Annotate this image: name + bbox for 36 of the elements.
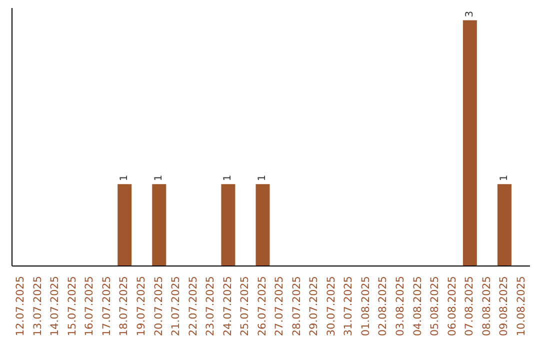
x-tick-label: 31.07.2025 (342, 276, 355, 336)
x-tick-label: 05.08.2025 (429, 276, 442, 336)
x-tick-label: 15.07.2025 (66, 276, 78, 336)
x-tick-label: 21.07.2025 (170, 276, 182, 336)
x-tick-label: 13.07.2025 (32, 276, 44, 336)
x-tick-label: 18.07.2025 (118, 276, 130, 336)
x-tick-label: 07.08.2025 (464, 276, 476, 336)
x-tick-label: 03.08.2025 (394, 276, 406, 336)
data-label: 3 (464, 10, 476, 18)
data-label: 1 (222, 174, 234, 182)
x-tick-label: 27.07.2025 (274, 276, 286, 336)
x-tick-label: 12.07.2025 (14, 276, 27, 336)
x-tick-label: 10.08.2025 (515, 276, 528, 336)
data-label: 1 (257, 174, 268, 182)
x-tick-label: 14.07.2025 (49, 276, 62, 336)
x-tick-label: 08.08.2025 (480, 276, 493, 336)
x-tick-label: 23.07.2025 (204, 276, 217, 336)
x-tick-label: 22.07.2025 (187, 276, 200, 336)
x-tick-label: 01.08.2025 (360, 276, 372, 336)
x-tick-label: 29.07.2025 (308, 276, 320, 336)
x-tick-label: 17.07.2025 (100, 276, 113, 336)
data-label: 1 (119, 174, 130, 182)
data-label: 1 (498, 174, 510, 182)
x-tick-label: 25.07.2025 (239, 276, 252, 336)
x-tick-label: 16.07.2025 (84, 276, 96, 336)
x-tick-label: 24.07.2025 (222, 276, 234, 336)
x-tick-label: 09.08.2025 (498, 276, 510, 336)
x-tick-label: 20.07.2025 (152, 276, 165, 336)
x-tick-label: 04.08.2025 (412, 276, 424, 336)
x-tick-label: 30.07.2025 (325, 276, 338, 336)
x-tick-label: 06.08.2025 (446, 276, 458, 336)
x-tick-label: 28.07.2025 (290, 276, 303, 336)
x-tick-label: 19.07.2025 (136, 276, 148, 336)
data-label: 1 (154, 174, 165, 182)
x-tick-label: 26.07.2025 (256, 276, 268, 336)
x-tick-label: 02.08.2025 (377, 276, 390, 336)
